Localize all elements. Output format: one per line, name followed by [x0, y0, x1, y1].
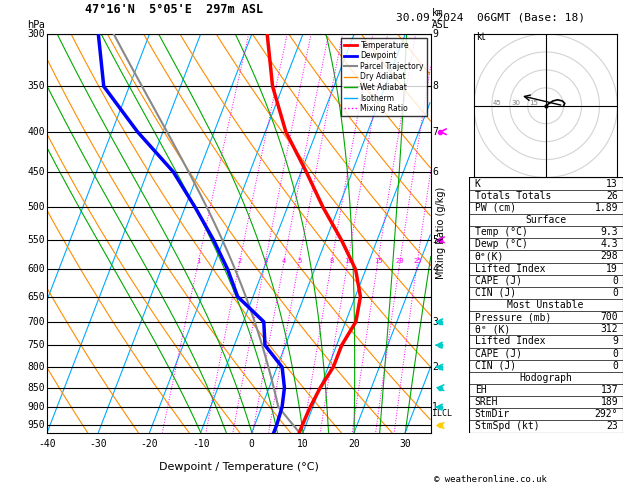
Text: 950: 950	[28, 420, 45, 431]
Text: 15: 15	[374, 258, 382, 264]
Text: -40: -40	[38, 439, 56, 450]
Text: 15: 15	[529, 100, 538, 105]
Text: CIN (J): CIN (J)	[475, 361, 516, 371]
Text: hPa: hPa	[28, 20, 45, 30]
Text: 5: 5	[432, 235, 438, 245]
Text: 700: 700	[601, 312, 618, 322]
Text: 450: 450	[28, 167, 45, 177]
Text: CAPE (J): CAPE (J)	[475, 348, 522, 359]
Text: 650: 650	[28, 292, 45, 302]
Text: 300: 300	[28, 29, 45, 39]
Legend: Temperature, Dewpoint, Parcel Trajectory, Dry Adiabat, Wet Adiabat, Isotherm, Mi: Temperature, Dewpoint, Parcel Trajectory…	[341, 38, 427, 116]
Text: PW (cm): PW (cm)	[475, 203, 516, 213]
Text: km
ASL: km ASL	[432, 8, 450, 30]
Text: 10: 10	[297, 439, 309, 450]
Text: 2: 2	[432, 362, 438, 372]
Text: CIN (J): CIN (J)	[475, 288, 516, 298]
Text: -30: -30	[89, 439, 107, 450]
Text: 0: 0	[612, 348, 618, 359]
Text: SREH: SREH	[475, 397, 498, 407]
Text: θᵉ (K): θᵉ (K)	[475, 324, 510, 334]
Text: Dewp (°C): Dewp (°C)	[475, 239, 528, 249]
Text: 550: 550	[28, 235, 45, 245]
Text: 900: 900	[28, 402, 45, 412]
Text: 20: 20	[396, 258, 404, 264]
Text: 13: 13	[606, 178, 618, 189]
Text: 137: 137	[601, 385, 618, 395]
Text: 30: 30	[511, 100, 520, 105]
Text: Hodograph: Hodograph	[519, 373, 572, 383]
Text: 8: 8	[330, 258, 334, 264]
Text: 8: 8	[432, 81, 438, 91]
Text: 1: 1	[432, 402, 438, 412]
Text: 25: 25	[413, 258, 422, 264]
Text: Most Unstable: Most Unstable	[508, 300, 584, 310]
Text: 1: 1	[196, 258, 201, 264]
Text: 850: 850	[28, 382, 45, 393]
Text: EH: EH	[475, 385, 486, 395]
Text: 600: 600	[28, 264, 45, 275]
Text: 10: 10	[343, 258, 352, 264]
Text: © weatheronline.co.uk: © weatheronline.co.uk	[434, 474, 547, 484]
Text: 9.3: 9.3	[601, 227, 618, 237]
Text: 7: 7	[432, 127, 438, 137]
Text: θᵉ(K): θᵉ(K)	[475, 251, 504, 261]
Text: 30.09.2024  06GMT (Base: 18): 30.09.2024 06GMT (Base: 18)	[396, 12, 585, 22]
Text: Temp (°C): Temp (°C)	[475, 227, 528, 237]
Text: Lifted Index: Lifted Index	[475, 263, 545, 274]
Text: Totals Totals: Totals Totals	[475, 191, 551, 201]
Text: -10: -10	[192, 439, 209, 450]
Text: 292°: 292°	[594, 409, 618, 419]
Text: 1LCL: 1LCL	[432, 409, 452, 418]
Text: 3: 3	[264, 258, 267, 264]
Text: 45: 45	[493, 100, 502, 105]
Text: 350: 350	[28, 81, 45, 91]
Text: 5: 5	[297, 258, 301, 264]
Text: 189: 189	[601, 397, 618, 407]
Text: 26: 26	[606, 191, 618, 201]
Text: StmDir: StmDir	[475, 409, 510, 419]
Text: Dewpoint / Temperature (°C): Dewpoint / Temperature (°C)	[159, 463, 319, 472]
Text: 298: 298	[601, 251, 618, 261]
Text: 6: 6	[432, 167, 438, 177]
Text: 9: 9	[612, 336, 618, 347]
Text: 47°16'N  5°05'E  297m ASL: 47°16'N 5°05'E 297m ASL	[85, 3, 263, 16]
Text: Mixing Ratio (g/kg): Mixing Ratio (g/kg)	[436, 187, 446, 279]
Text: 19: 19	[606, 263, 618, 274]
Text: Surface: Surface	[525, 215, 566, 225]
Text: 700: 700	[28, 317, 45, 327]
Text: 750: 750	[28, 340, 45, 350]
Text: 4.3: 4.3	[601, 239, 618, 249]
Text: kt: kt	[476, 32, 486, 42]
Text: 0: 0	[612, 288, 618, 298]
Text: 30: 30	[399, 439, 411, 450]
Text: 500: 500	[28, 203, 45, 212]
Text: 20: 20	[348, 439, 360, 450]
Text: StmSpd (kt): StmSpd (kt)	[475, 421, 540, 432]
Text: K: K	[475, 178, 481, 189]
Text: -20: -20	[141, 439, 159, 450]
Text: 0: 0	[612, 276, 618, 286]
Text: 312: 312	[601, 324, 618, 334]
Text: 400: 400	[28, 127, 45, 137]
Text: 23: 23	[606, 421, 618, 432]
Text: 800: 800	[28, 362, 45, 372]
Text: 0: 0	[612, 361, 618, 371]
Text: 9: 9	[432, 29, 438, 39]
Text: CAPE (J): CAPE (J)	[475, 276, 522, 286]
Text: 4: 4	[432, 264, 438, 275]
Text: Lifted Index: Lifted Index	[475, 336, 545, 347]
Text: 4: 4	[282, 258, 286, 264]
Text: 0: 0	[249, 439, 255, 450]
Text: 2: 2	[238, 258, 242, 264]
Text: Pressure (mb): Pressure (mb)	[475, 312, 551, 322]
Text: 3: 3	[432, 317, 438, 327]
Text: 1.89: 1.89	[594, 203, 618, 213]
